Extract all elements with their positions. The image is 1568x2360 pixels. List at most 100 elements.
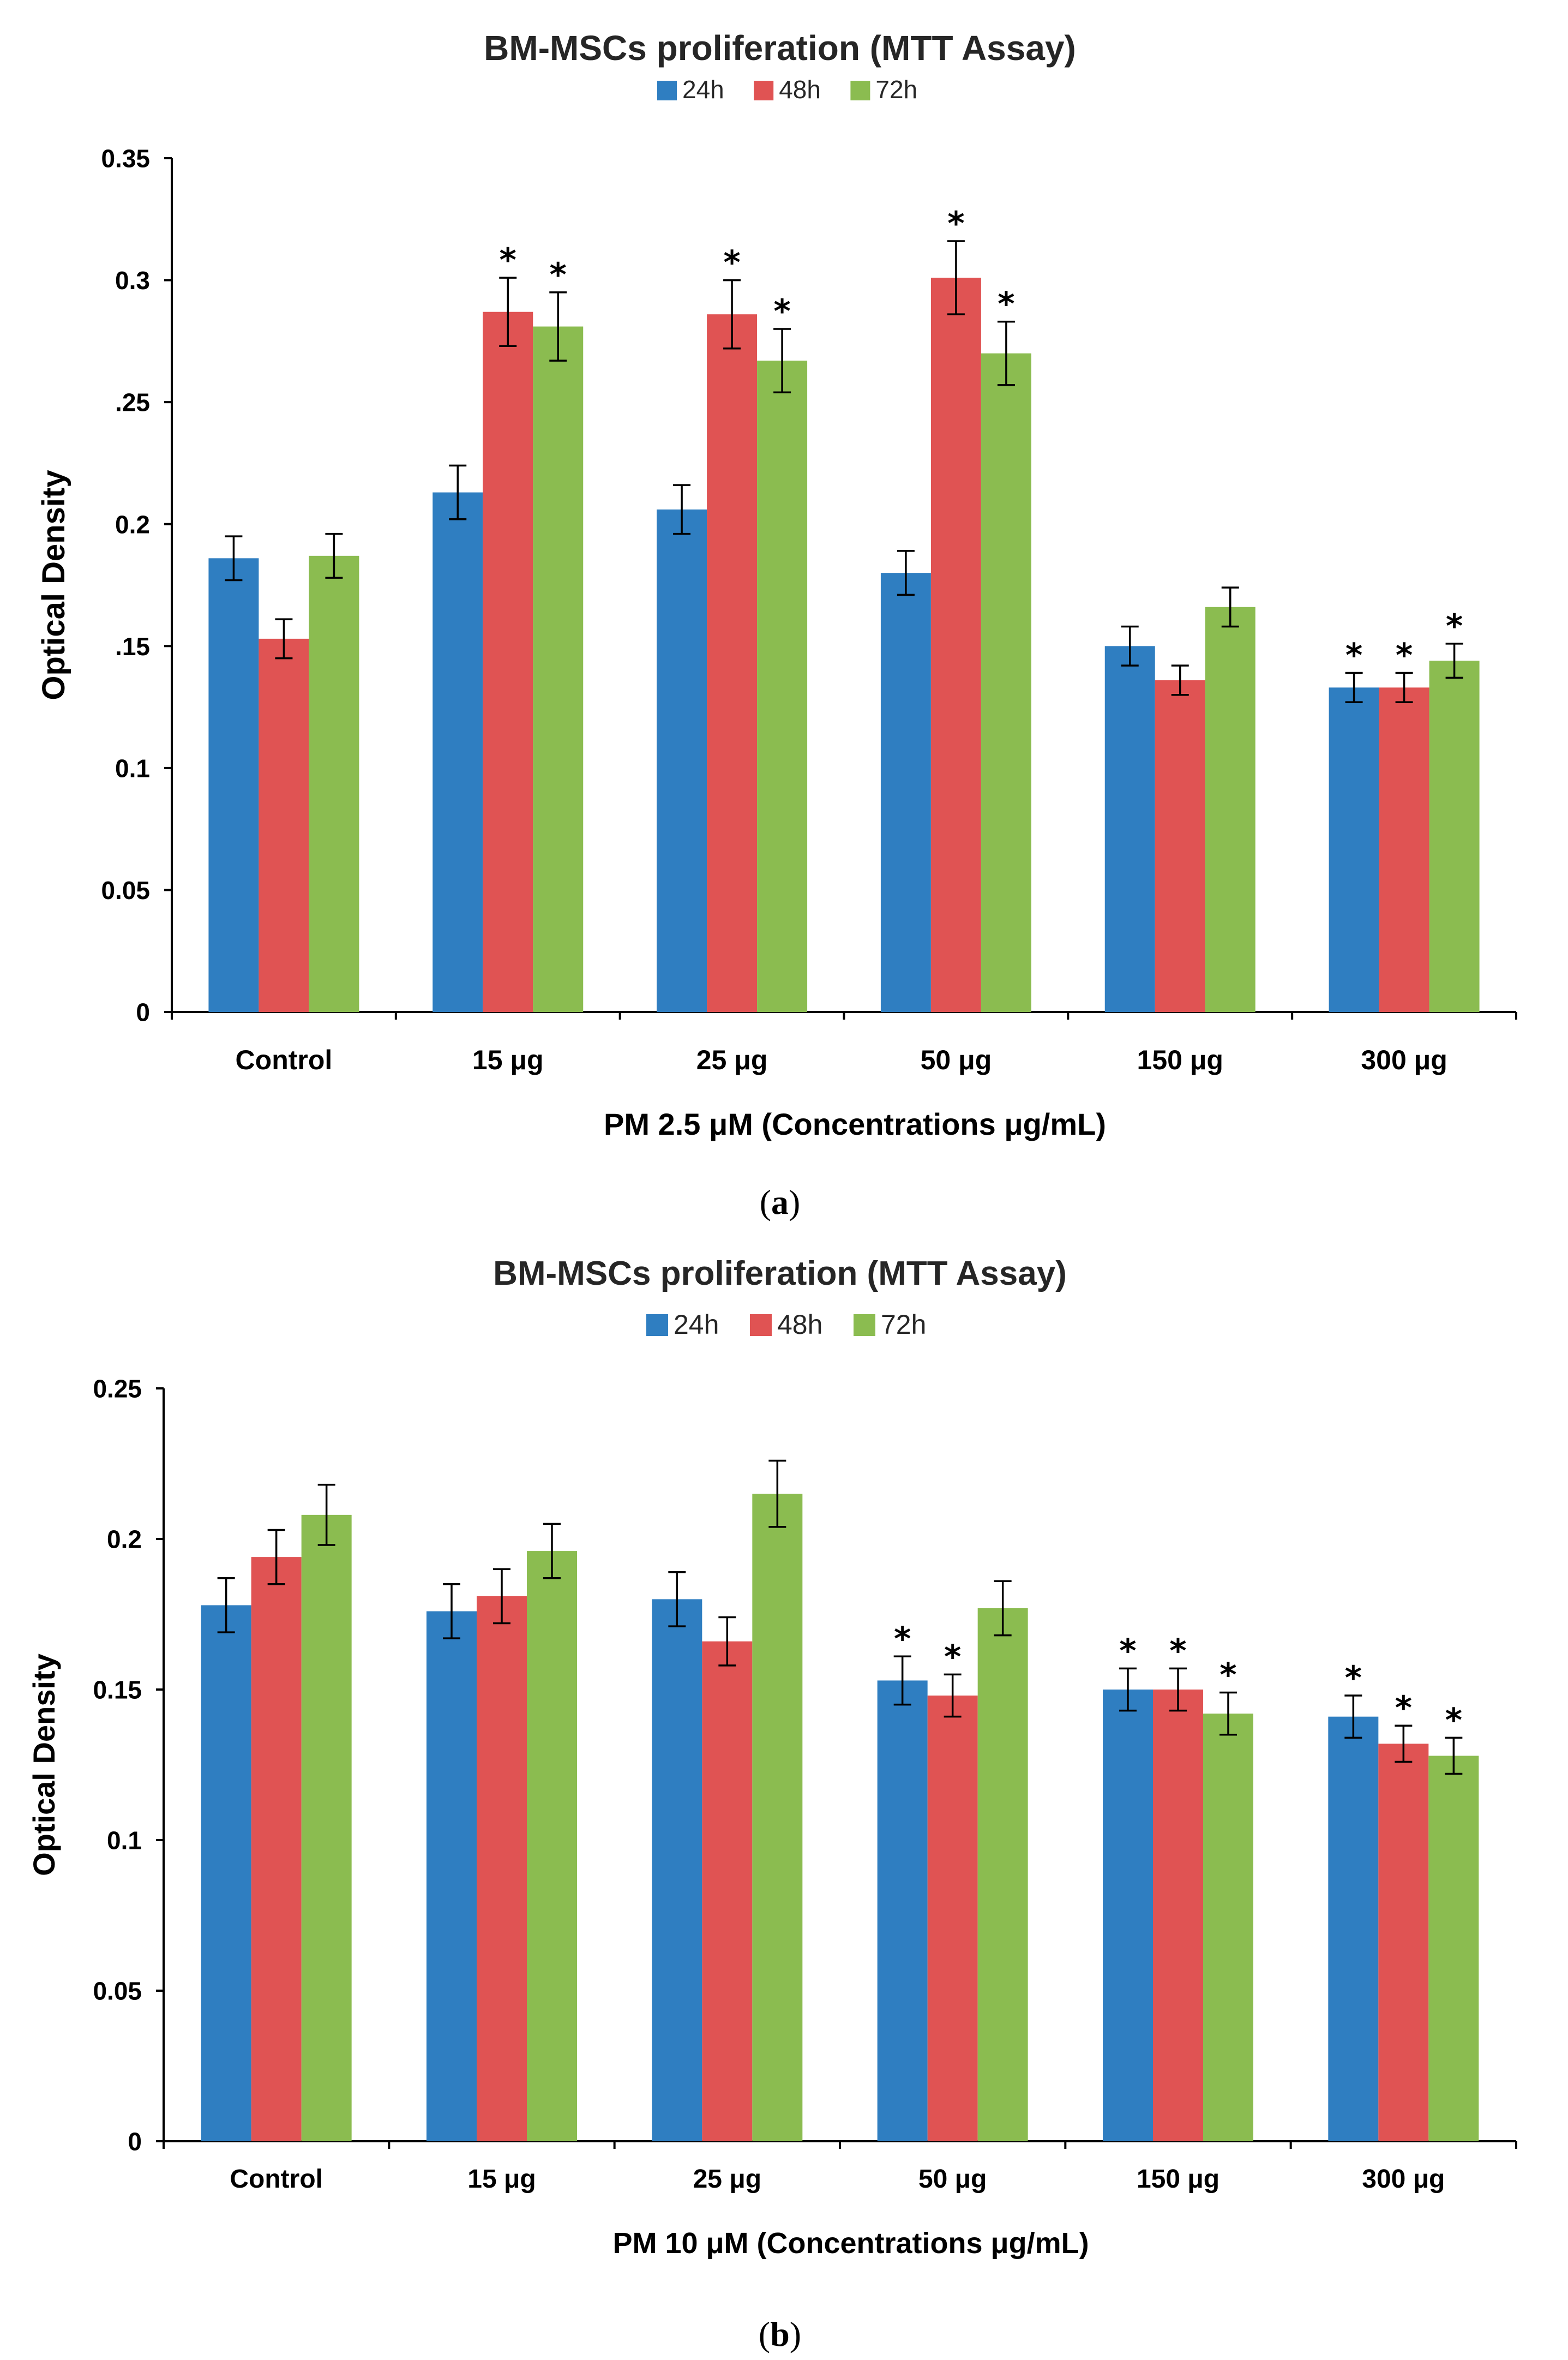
legend-label-24h: 24h [674, 1309, 719, 1340]
bar-72h [527, 1551, 577, 2141]
bar-24h [432, 492, 483, 1012]
bar-48h [483, 312, 533, 1013]
bar-48h [259, 638, 309, 1012]
bar-72h [757, 361, 808, 1012]
x-tick-label: 50 μg [921, 1045, 992, 1075]
y-tick-label: 0.05 [101, 876, 150, 905]
bar-48h [930, 278, 981, 1013]
significance-star: * [894, 1620, 911, 1658]
significance-star: * [944, 1638, 961, 1676]
y-tick-label: 0.35 [101, 145, 150, 173]
significance-star: * [1219, 1656, 1236, 1694]
x-tick-label: 150 μg [1137, 1045, 1223, 1075]
y-tick-label: 0.25 [93, 1375, 142, 1403]
y-tick-label: 0.05 [93, 1977, 142, 2005]
y-tick-label: 0 [136, 998, 150, 1027]
bar-24h [877, 1680, 928, 2141]
bar-72h [1428, 1756, 1479, 2141]
significance-star: * [723, 244, 740, 282]
chart-panel-a: BM-MSCs proliferation (MTT Assay) 24h 48h 7… [36, 28, 1517, 1221]
bar-72h [533, 326, 584, 1012]
x-tick-label: Control [230, 2165, 323, 2194]
x-axis-title: PM 10 μM (Concentrations μg/mL) [612, 2227, 1089, 2260]
y-tick-label: 0.15 [93, 1676, 142, 1704]
x-tick-label: Control [236, 1045, 333, 1075]
significance-star: * [1119, 1632, 1136, 1670]
bar-72h [1203, 1714, 1253, 2141]
legend-swatch-24h [657, 81, 677, 100]
y-tick-label: 0.1 [107, 1826, 142, 1855]
bar-48h [1155, 680, 1205, 1012]
y-tick-label: .25 [115, 388, 150, 417]
bar-24h [208, 558, 259, 1012]
legend-label-72h: 72h [875, 75, 917, 104]
bar-24h [426, 1611, 477, 2141]
bar-48h [251, 1557, 302, 2141]
y-tick-label: .15 [115, 632, 150, 661]
chart-title: BM-MSCs proliferation (MTT Assay) [493, 1255, 1067, 1292]
significance-star: * [1445, 1701, 1462, 1739]
bar-24h [1328, 1716, 1379, 2141]
legend-label-48h: 48h [779, 75, 821, 104]
significance-star: * [1345, 1659, 1362, 1697]
bar-72h [752, 1494, 803, 2141]
bar-72h [1429, 661, 1480, 1012]
significance-star: * [1395, 1689, 1412, 1727]
bar-24h [880, 573, 931, 1012]
chart-title: BM-MSCs proliferation (MTT Assay) [484, 28, 1076, 68]
y-tick-label: 0.1 [115, 754, 150, 782]
significance-star: * [1446, 607, 1463, 645]
significance-star: * [1169, 1632, 1186, 1670]
legend-label-24h: 24h [682, 75, 724, 104]
significance-star: * [1396, 636, 1413, 674]
bar-72h [981, 353, 1031, 1012]
panel-label: (a) [760, 1183, 801, 1221]
significance-star: * [550, 256, 567, 294]
significance-star: * [500, 241, 516, 279]
significance-star: * [773, 292, 790, 331]
significance-star: * [1345, 636, 1362, 674]
legend-swatch-72h [854, 1314, 875, 1336]
x-axis-title: PM 2.5 μM (Concentrations μg/mL) [604, 1107, 1106, 1141]
bar-72h [301, 1514, 352, 2141]
y-tick-label: 0.2 [107, 1525, 142, 1554]
y-tick-label: 0.3 [115, 266, 150, 295]
x-tick-label: 25 μg [693, 2165, 761, 2194]
bar-48h [477, 1596, 527, 2141]
bar-48h [1378, 1744, 1429, 2141]
y-axis-title: Optical Density [36, 470, 71, 700]
bar-72h [1205, 607, 1255, 1012]
legend-label-72h: 72h [881, 1309, 926, 1340]
bar-24h [1103, 1690, 1153, 2141]
bar-48h [1379, 687, 1429, 1012]
bar-72h [977, 1608, 1028, 2141]
legend-swatch-48h [750, 1314, 772, 1336]
x-tick-label: 25 μg [696, 1045, 768, 1075]
panel-label: (b) [759, 2315, 801, 2353]
bar-24h [201, 1605, 251, 2141]
bar-24h [657, 509, 707, 1012]
bar-24h [652, 1599, 702, 2141]
chart-panel-b: BM-MSCs proliferation (MTT Assay) 24h 48h 7… [27, 1255, 1517, 2353]
significance-star: * [947, 205, 964, 243]
x-tick-label: 15 μg [472, 1045, 544, 1075]
x-tick-label: 300 μg [1362, 2165, 1445, 2194]
legend-swatch-24h [646, 1314, 668, 1336]
bar-24h [1329, 687, 1379, 1012]
bar-48h [927, 1696, 978, 2141]
y-tick-label: 0 [128, 2128, 142, 2156]
bar-48h [1153, 1690, 1203, 2141]
significance-star: * [998, 285, 1014, 324]
bar-48h [702, 1641, 753, 2141]
x-tick-label: 300 μg [1361, 1045, 1447, 1075]
bar-72h [309, 555, 359, 1012]
y-axis-title: Optical Density [27, 1654, 61, 1876]
legend-swatch-48h [754, 81, 774, 100]
x-tick-label: 150 μg [1137, 2165, 1219, 2194]
legend-swatch-72h [850, 81, 870, 100]
bar-48h [707, 314, 758, 1013]
bar-24h [1104, 646, 1155, 1012]
y-tick-label: 0.2 [115, 510, 150, 538]
legend-label-48h: 48h [777, 1309, 822, 1340]
